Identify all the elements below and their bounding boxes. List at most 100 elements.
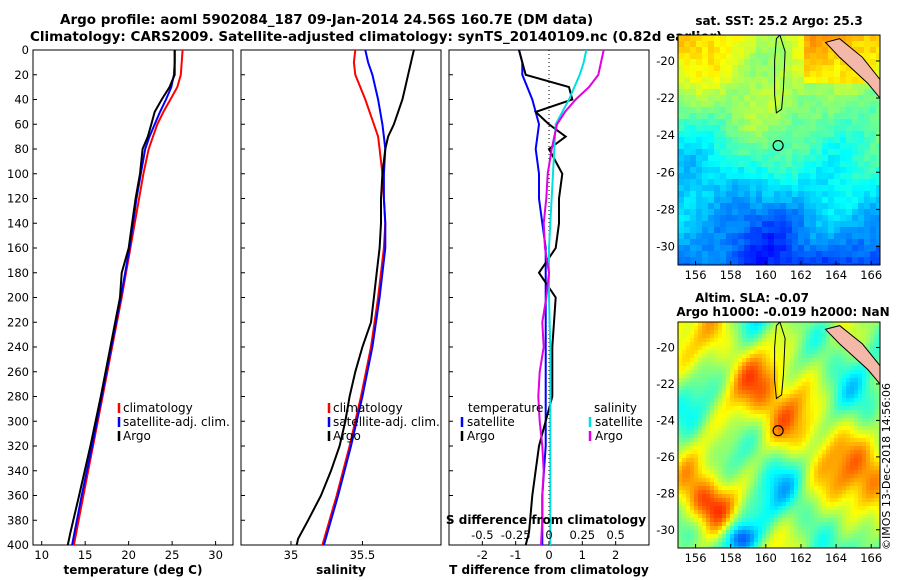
map-cell (770, 382, 774, 386)
map-cell (678, 378, 682, 382)
map-cell (708, 125, 714, 131)
map-cell (730, 450, 734, 454)
map-cell (790, 406, 794, 410)
map-cell (798, 334, 802, 338)
map-cell (834, 113, 840, 119)
x-tick-label: 164 (825, 551, 847, 565)
map-cell (770, 362, 774, 366)
map-cell (862, 470, 866, 474)
map-cell (714, 406, 718, 410)
map-cell (852, 89, 858, 95)
map-cell (714, 418, 718, 422)
map-cell (762, 406, 766, 410)
map-cell (816, 107, 822, 113)
map-cell (754, 458, 758, 462)
map-cell (866, 542, 870, 546)
map-cell (826, 422, 830, 426)
map-cell (786, 330, 790, 334)
map-cell (806, 330, 810, 334)
map-cell (818, 466, 822, 470)
map-cell (854, 446, 858, 450)
map-cell (722, 442, 726, 446)
map-cell (814, 366, 818, 370)
map-cell (858, 161, 864, 167)
map-cell (810, 334, 814, 338)
map-cell (710, 486, 714, 490)
map-cell (702, 239, 708, 245)
map-cell (746, 526, 750, 530)
map-cell (678, 215, 684, 221)
map-cell (866, 378, 870, 382)
map-cell (694, 486, 698, 490)
map-cell (706, 386, 710, 390)
map-cell (790, 358, 794, 362)
map-cell (810, 350, 814, 354)
map-cell (696, 71, 702, 77)
map-cell (864, 137, 870, 143)
map-cell (710, 358, 714, 362)
map-cell (762, 95, 768, 101)
map-cell (878, 474, 880, 478)
map-cell (858, 330, 862, 334)
map-cell (830, 342, 834, 346)
map-cell (830, 362, 834, 366)
map-cell (738, 434, 742, 438)
map-cell (806, 450, 810, 454)
map-cell (792, 227, 798, 233)
map-cell (818, 362, 822, 366)
map-cell (864, 35, 870, 41)
map-cell (798, 95, 804, 101)
map-cell (706, 506, 710, 510)
map-cell (786, 179, 792, 185)
map-cell (730, 370, 734, 374)
map-cell (696, 227, 702, 233)
map-cell (778, 514, 782, 518)
map-cell (866, 346, 870, 350)
map-cell (854, 534, 858, 538)
map-cell (742, 402, 746, 406)
map-cell (702, 185, 708, 191)
map-cell (786, 362, 790, 366)
map-cell (830, 538, 834, 542)
map-cell (690, 239, 696, 245)
map-cell (826, 406, 830, 410)
map-cell (846, 354, 850, 358)
map-cell (722, 426, 726, 430)
map-cell (706, 462, 710, 466)
map-cell (802, 514, 806, 518)
map-cell (854, 542, 858, 546)
map-cell (866, 442, 870, 446)
map-cell (826, 510, 830, 514)
map-cell (816, 65, 822, 71)
map-cell (818, 450, 822, 454)
map-cell (694, 526, 698, 530)
map-cell (870, 149, 876, 155)
map-cell (726, 263, 732, 265)
map-cell (876, 203, 880, 209)
map-cell (706, 438, 710, 442)
map-cell (730, 510, 734, 514)
map-cell (816, 203, 822, 209)
map-cell (822, 101, 828, 107)
map-cell (818, 374, 822, 378)
map-cell (726, 191, 732, 197)
map-cell (794, 490, 798, 494)
map-cell (858, 137, 864, 143)
map-cell (826, 326, 830, 330)
map-cell (794, 386, 798, 390)
map-cell (678, 107, 684, 113)
map-cell (766, 546, 770, 548)
map-cell (690, 546, 694, 548)
map-cell (726, 245, 732, 251)
map-cell (794, 366, 798, 370)
map-cell (810, 131, 816, 137)
map-cell (790, 334, 794, 338)
map-cell (864, 149, 870, 155)
map-cell (710, 522, 714, 526)
map-cell (816, 71, 822, 77)
map-cell (744, 113, 750, 119)
map-cells (678, 322, 880, 548)
map-cell (774, 518, 778, 522)
map-cell (754, 490, 758, 494)
map-cell (828, 131, 834, 137)
